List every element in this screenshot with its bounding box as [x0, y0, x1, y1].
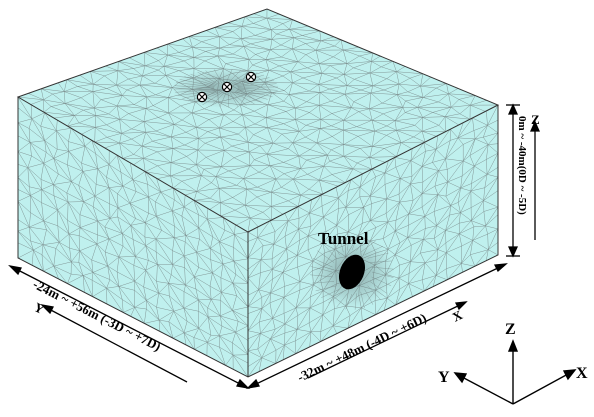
z-range-dimension: [506, 103, 541, 258]
y-range-dimension: [8, 264, 250, 390]
axis-y-label: Y: [438, 369, 450, 386]
circled-x-icon: [196, 91, 208, 103]
axis-z-label: Z: [505, 321, 516, 338]
box-edges: [16, 8, 500, 378]
axis-x-label: X: [576, 365, 588, 382]
z-range-label: 0m ~ -40m(0D ~ -5D): [516, 116, 528, 215]
axis-triad: [453, 339, 577, 405]
left-face: [18, 97, 248, 377]
tunnel-cross-section: [338, 254, 366, 290]
surface-markers: [196, 71, 257, 103]
tunnel-label: Tunnel: [318, 229, 369, 248]
x-axis-small-label: X: [450, 307, 465, 325]
circled-x-icon: [245, 71, 257, 83]
circled-x-icon: [221, 81, 233, 93]
x-range-dimension: [246, 263, 508, 390]
z-axis-small-label: Z: [531, 112, 540, 127]
